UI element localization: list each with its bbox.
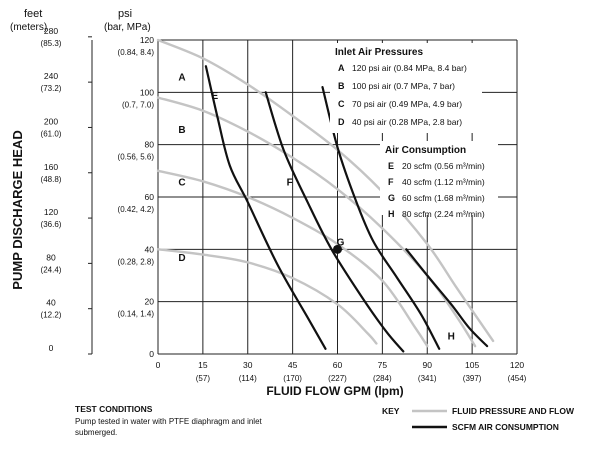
legend-air-key-h: H <box>388 209 395 219</box>
feet-tick-label: 0 <box>49 343 54 353</box>
legend-inlet-label-a: 120 psi air (0.84 MPa, 8.4 bar) <box>352 63 467 73</box>
feet-tick-label: 280 <box>44 26 58 36</box>
legend-inlet-key-c: C <box>338 99 345 109</box>
x-tick-sublabel: (227) <box>328 374 347 383</box>
x-tick-label: 105 <box>465 360 479 370</box>
x-tick-label: 75 <box>378 360 388 370</box>
legend-inlet-label-b: 100 psi air (0.7 MPa, 7 bar) <box>352 81 455 91</box>
legend-air-key-f: F <box>388 177 394 187</box>
feet-tick-label: 160 <box>44 162 58 172</box>
grid-layer: 0 15 (57) 30 (114) 45 (170) 60 (227) 75 (284) 90 (34… <box>41 26 527 383</box>
x-tick-label: 45 <box>288 360 298 370</box>
air-consumption-curves-layer <box>204 65 489 353</box>
feet-tick-sublabel: (48.8) <box>41 175 62 184</box>
feet-axis-subtitle: (meters) <box>10 22 47 33</box>
legend-air-label-h: 80 scfm (2.24 m³/min) <box>402 209 485 219</box>
key-pressure-label: FLUID PRESSURE AND FLOW <box>452 406 575 416</box>
feet-tick-label: 240 <box>44 71 58 81</box>
feet-tick-label: 120 <box>44 207 58 217</box>
curve-label-e: E <box>212 91 219 102</box>
air-curve-e <box>204 65 327 350</box>
legend-inlet-key-a: A <box>338 63 345 73</box>
feet-tick-sublabel: (12.2) <box>41 311 62 320</box>
pressure-curve-c <box>156 169 429 348</box>
x-tick-label: 90 <box>423 360 433 370</box>
psi-tick-label: 0 <box>149 349 154 359</box>
key-title: KEY <box>382 406 400 416</box>
air-curve-g <box>321 86 441 350</box>
curve-label-h: H <box>448 332 455 343</box>
x-tick-sublabel: (284) <box>373 374 392 383</box>
legend-inlet-title: Inlet Air Pressures <box>335 47 423 58</box>
feet-tick-label: 200 <box>44 116 58 126</box>
x-tick-sublabel: (57) <box>196 374 211 383</box>
legend-inlet-key-b: B <box>338 81 345 91</box>
psi-axis-subtitle: (bar, MPa) <box>104 22 151 33</box>
x-axis-label: FLUID FLOW GPM (lpm) <box>266 384 403 398</box>
curve-label-g: G <box>337 237 345 248</box>
legend-inlet-pressures: Inlet Air Pressures A 120 psi air (0.84 M… <box>330 43 482 133</box>
legend-air-label-g: 60 scfm (1.68 m³/min) <box>402 193 485 203</box>
legend-inlet-label-c: 70 psi air (0.49 MPa, 4.9 bar) <box>352 99 462 109</box>
psi-tick-sublabel: (0.14, 1.4) <box>118 310 155 319</box>
x-tick-sublabel: (114) <box>239 374 257 383</box>
legend-air-label-e: 20 scfm (0.56 m³/min) <box>402 161 485 171</box>
x-tick-sublabel: (341) <box>418 374 437 383</box>
key-air-label: SCFM AIR CONSUMPTION <box>452 422 559 432</box>
legend-air-title: Air Consumption <box>385 145 466 156</box>
psi-tick-sublabel: (0.28, 2.8) <box>118 257 155 266</box>
psi-axis-title: psi <box>118 8 132 20</box>
feet-axis-title: feet <box>24 8 42 20</box>
curve-label-a: A <box>178 73 185 84</box>
psi-tick-sublabel: (0.7, 7.0) <box>122 100 154 109</box>
psi-tick-label: 120 <box>140 35 154 45</box>
curve-label-b: B <box>178 125 185 136</box>
feet-tick-sublabel: (73.2) <box>41 84 62 93</box>
x-tick-sublabel: (397) <box>463 374 482 383</box>
legend-inlet-key-d: D <box>338 117 345 127</box>
test-conditions-text-1: Pump tested in water with PTFE diaphragm… <box>75 417 263 426</box>
psi-tick-label: 60 <box>145 192 155 202</box>
y-axis-label: PUMP DISCHARGE HEAD <box>10 130 25 289</box>
x-tick-label: 15 <box>198 360 208 370</box>
legend-air-label-f: 40 scfm (1.12 m³/min) <box>402 177 485 187</box>
psi-tick-sublabel: (0.56, 5.6) <box>118 153 155 162</box>
feet-tick-label: 80 <box>46 252 56 262</box>
psi-tick-sublabel: (0.42, 4.2) <box>118 205 155 214</box>
psi-tick-sublabel: (0.84, 8.4) <box>118 48 155 57</box>
pressure-curve-d <box>156 248 378 345</box>
feet-tick-sublabel: (85.3) <box>41 39 62 48</box>
curve-label-f: F <box>287 177 293 188</box>
curve-label-c: C <box>178 177 185 188</box>
legend-inlet-label-d: 40 psi air (0.28 MPa, 2.8 bar) <box>352 117 462 127</box>
x-tick-sublabel: (454) <box>508 374 527 383</box>
operating-point-marker <box>333 244 342 254</box>
x-tick-sublabel: (170) <box>283 374 302 383</box>
feet-tick-sublabel: (61.0) <box>41 129 62 138</box>
air-curve-f <box>264 91 405 353</box>
psi-tick-label: 80 <box>145 140 155 150</box>
feet-tick-sublabel: (36.6) <box>41 220 62 229</box>
test-conditions-text-2: submerged. <box>75 428 117 437</box>
x-tick-label: 30 <box>243 360 253 370</box>
x-tick-label: 0 <box>156 360 161 370</box>
x-tick-label: 120 <box>510 360 524 370</box>
psi-tick-label: 40 <box>145 244 155 254</box>
psi-tick-label: 20 <box>145 297 155 307</box>
legend-air-consumption: Air Consumption E 20 scfm (0.56 m³/min) F 4… <box>380 141 498 219</box>
feet-tick-sublabel: (24.4) <box>41 265 62 274</box>
x-tick-label: 60 <box>333 360 343 370</box>
psi-tick-label: 100 <box>140 87 154 97</box>
curve-label-d: D <box>178 253 185 264</box>
legend-air-key-e: E <box>388 161 394 171</box>
legend-air-key-g: G <box>388 193 395 203</box>
air-curve-h <box>405 248 489 348</box>
test-conditions-title: TEST CONDITIONS <box>75 404 153 414</box>
feet-tick-label: 40 <box>46 298 56 308</box>
